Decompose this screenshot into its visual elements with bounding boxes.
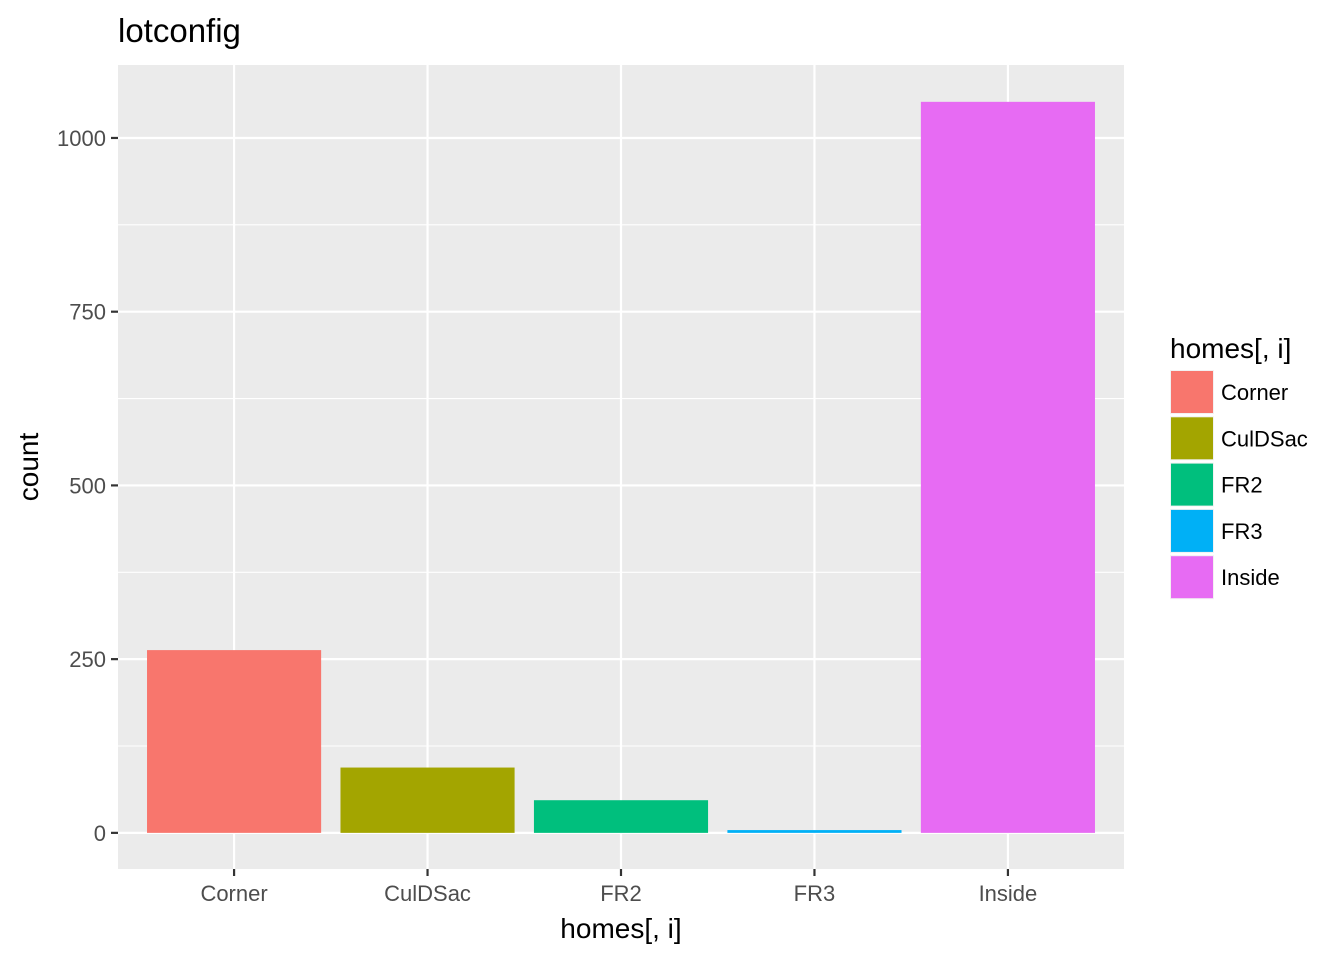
x-axis: Corner CulDSac FR2 FR3 Inside [200,869,1037,906]
legend-swatch-culdsac [1171,417,1213,460]
y-tick-label: 0 [94,821,106,846]
bars [147,101,1095,833]
legend-swatch-corner [1171,371,1213,413]
legend-label: Corner [1221,380,1288,405]
bar-culdsac [340,767,515,833]
legend-label: FR3 [1221,519,1263,544]
x-axis-title: homes[, i] [560,913,681,944]
x-tick-label: CulDSac [384,881,471,906]
x-tick-label: FR3 [794,881,836,906]
legend-label: FR2 [1221,473,1263,498]
y-tick-label: 500 [69,473,106,498]
legend-swatch-fr2 [1171,463,1213,506]
x-tick-label: Corner [200,881,267,906]
y-tick-label: 250 [69,647,106,672]
chart-title: lotconfig [118,12,241,49]
legend-label: Inside [1221,565,1280,590]
y-tick-label: 1000 [57,126,106,151]
y-axis-title: count [13,433,44,502]
x-tick-label: FR2 [600,881,642,906]
legend-swatch-fr3 [1171,509,1213,552]
legend-title: homes[, i] [1170,333,1291,364]
x-tick-label: Inside [979,881,1038,906]
legend-label: CulDSac [1221,426,1308,451]
bar-inside [920,101,1095,833]
bar-corner [147,650,322,833]
legend-swatch-inside [1171,556,1213,599]
bar-fr3 [727,830,902,833]
y-tick-label: 750 [69,300,106,325]
legend: homes[, i] Corner CulDSac FR2 FR3 Inside [1170,333,1308,600]
y-axis: 0 250 500 750 1000 [57,126,118,846]
bar-fr2 [533,800,709,833]
